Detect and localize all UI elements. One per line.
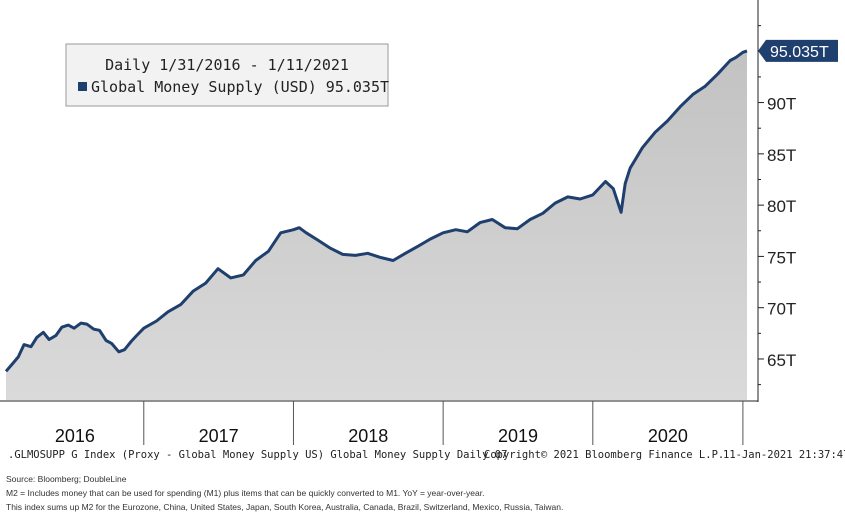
y-tick-label: 85T bbox=[767, 146, 796, 165]
plot-area bbox=[4, 49, 748, 401]
note-index: This index sums up M2 for the Eurozone, … bbox=[6, 502, 564, 512]
x-tick-label: 2016 bbox=[55, 426, 95, 446]
legend-swatch bbox=[78, 82, 87, 91]
legend-entry: Global Money Supply (USD) 95.035T bbox=[91, 78, 389, 96]
x-tick-label: 2020 bbox=[648, 426, 688, 446]
footer-ticker: .GLMOSUPP G Index (Proxy - Global Money … bbox=[8, 449, 507, 461]
series-line bbox=[4, 49, 748, 373]
series-area bbox=[6, 50, 747, 401]
footer-copyright: Copyright© 2021 Bloomberg Finance L.P. bbox=[484, 449, 724, 461]
y-tick-label: 90T bbox=[767, 95, 796, 114]
note-m2: M2 = Includes money that can be used for… bbox=[6, 488, 485, 498]
x-axis: 2016 2017 2018 2019 2020 bbox=[0, 400, 758, 446]
x-tick-label: 2019 bbox=[498, 426, 538, 446]
y-tick-label: 80T bbox=[767, 197, 796, 216]
y-tick-label: 70T bbox=[767, 300, 796, 319]
y-axis: 65T 70T 75T 80T 85T 90T 95.035T bbox=[757, 0, 838, 402]
legend: Daily 1/31/2016 - 1/11/2021 Global Money… bbox=[65, 43, 389, 107]
legend-title: Daily 1/31/2016 - 1/11/2021 bbox=[105, 56, 349, 74]
x-tick-label: 2018 bbox=[348, 426, 388, 446]
y-tick-label: 65T bbox=[767, 351, 796, 370]
footer-timestamp: 11-Jan-2021 21:37:47 bbox=[723, 449, 845, 461]
x-tick-label: 2017 bbox=[199, 426, 239, 446]
last-value-label: 95.035T bbox=[770, 44, 829, 61]
y-tick-label: 75T bbox=[767, 248, 796, 267]
last-value-badge bbox=[758, 39, 838, 62]
note-source: Source: Bloomberg; DoubleLine bbox=[6, 474, 127, 484]
